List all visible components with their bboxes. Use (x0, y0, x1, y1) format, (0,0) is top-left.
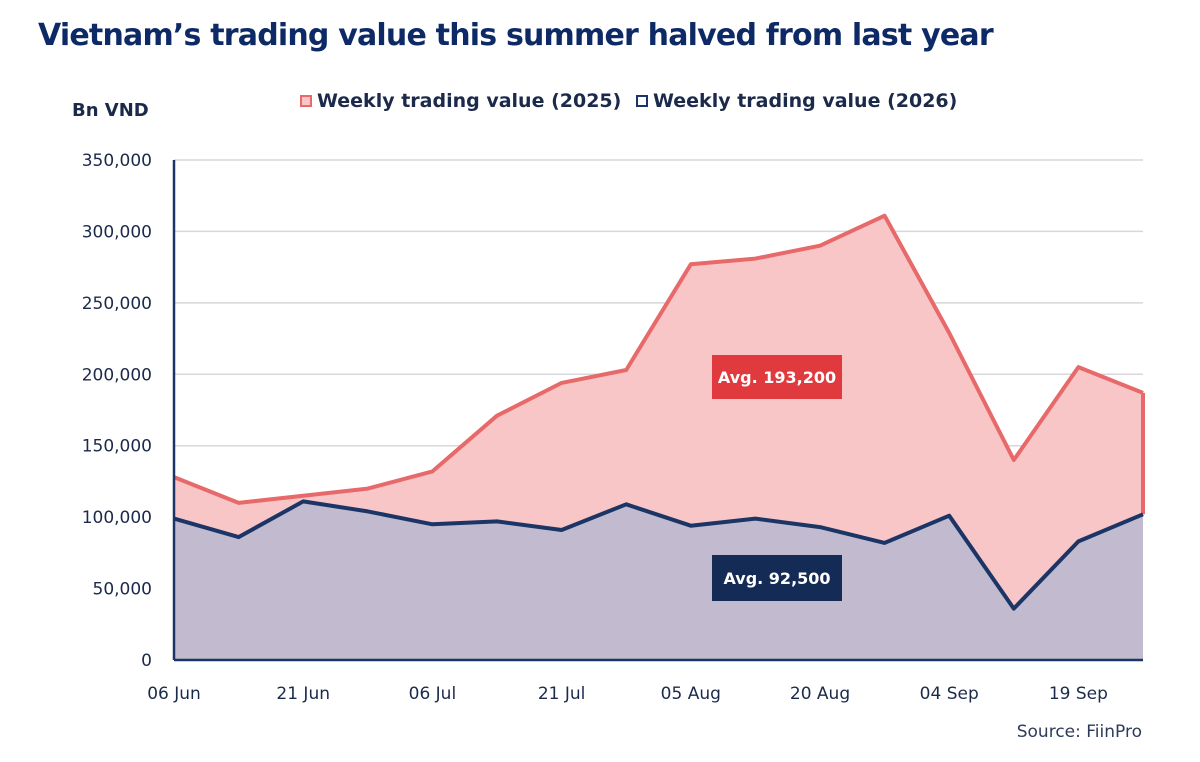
avg-2026-badge-text: Avg. 92,500 (723, 569, 830, 588)
legend-item-2026: Weekly trading value (2026) (636, 90, 957, 112)
x-tick-label: 06 Jul (409, 684, 457, 704)
y-tick-label: 50,000 (93, 580, 152, 600)
y-axis-unit-label: Bn VND (72, 100, 149, 121)
x-tick-label: 06 Jun (147, 684, 201, 704)
x-tick-label: 20 Aug (790, 684, 850, 704)
y-tick-label: 200,000 (82, 365, 152, 385)
y-tick-label: 150,000 (82, 437, 152, 457)
source-note: Source: FiinPro (1016, 722, 1142, 742)
y-tick-label: 350,000 (82, 151, 152, 171)
legend-label-2025: Weekly trading value (2025) (317, 90, 622, 112)
y-tick-label: 300,000 (82, 222, 152, 242)
y-tick-label: 0 (141, 651, 152, 671)
x-tick-label: 21 Jun (276, 684, 330, 704)
x-tick-label: 21 Jul (538, 684, 586, 704)
series-2025-line (173, 213, 1144, 505)
y-tick-label: 250,000 (82, 294, 152, 314)
x-tick-label: 05 Aug (661, 684, 721, 704)
y-tick-label: 100,000 (82, 508, 152, 528)
avg-2025-badge-text: Avg. 193,200 (718, 368, 836, 387)
x-tick-label: 04 Sep (920, 684, 979, 704)
series-2026-area (174, 501, 1143, 660)
chart-title: Vietnam’s trading value this summer halv… (38, 18, 994, 53)
series-2026-line (173, 499, 1144, 611)
avg-2025-badge (712, 355, 842, 399)
legend-swatch-2025 (300, 95, 312, 107)
avg-2026-badge (712, 555, 842, 601)
legend-label-2026: Weekly trading value (2026) (653, 90, 958, 112)
legend-item-2025: Weekly trading value (2025) (300, 90, 621, 112)
legend-swatch-2026 (636, 95, 648, 107)
x-tick-label: 19 Sep (1049, 684, 1108, 704)
